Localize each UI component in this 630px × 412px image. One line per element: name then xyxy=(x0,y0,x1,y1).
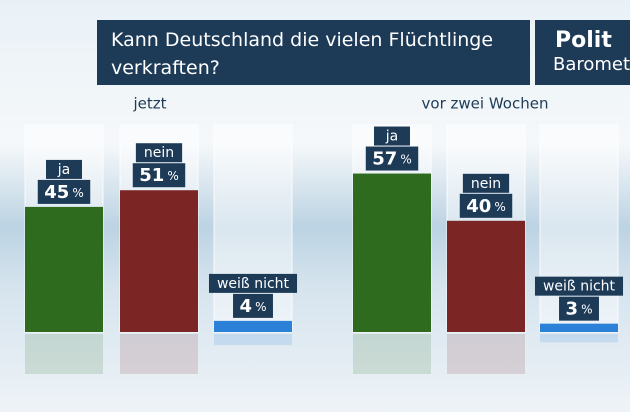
value-number: 45 xyxy=(44,182,69,203)
value-number: 57 xyxy=(372,149,397,170)
value-box xyxy=(37,179,91,204)
value-box xyxy=(559,296,599,321)
bar xyxy=(214,320,292,332)
group-label: jetzt xyxy=(132,95,166,113)
category-label: weiß nicht xyxy=(543,279,616,295)
category-box xyxy=(208,273,298,293)
category-box xyxy=(374,126,410,146)
bar xyxy=(540,323,618,332)
value-label: 57% xyxy=(372,149,411,170)
value-label: 3% xyxy=(566,299,593,320)
value-unit: % xyxy=(494,199,505,213)
bar-reflection xyxy=(540,334,618,343)
logo-text: Polit xyxy=(555,28,612,53)
value-number: 51 xyxy=(139,165,164,186)
bar-reflection xyxy=(214,334,292,346)
value-number: 3 xyxy=(566,299,579,320)
logo: Polit Barometer xyxy=(535,20,630,85)
category-box xyxy=(135,143,183,163)
value-label: 4% xyxy=(240,296,267,317)
title-box: Kann Deutschland die vielen Flüchtlinge … xyxy=(97,20,530,85)
value-box xyxy=(365,146,419,171)
value-label: 45% xyxy=(44,182,83,203)
bar-reflection xyxy=(120,334,198,374)
bar xyxy=(447,220,525,332)
category-label: nein xyxy=(471,176,501,192)
value-unit: % xyxy=(255,299,266,313)
bar xyxy=(25,206,103,332)
category-label: nein xyxy=(144,145,174,161)
value-number: 4 xyxy=(240,296,253,317)
category-label: ja xyxy=(57,162,70,178)
category-box xyxy=(462,173,510,193)
bar-reflection xyxy=(447,334,525,374)
value-box xyxy=(233,293,273,318)
value-unit: % xyxy=(72,185,83,199)
bar xyxy=(120,190,198,332)
value-label: 51% xyxy=(139,165,178,186)
value-box xyxy=(459,193,513,218)
bar-reflection xyxy=(25,334,103,374)
value-unit: % xyxy=(581,302,592,316)
value-label: 40% xyxy=(466,196,505,217)
bar xyxy=(353,173,431,332)
value-unit: % xyxy=(400,152,411,166)
value-unit: % xyxy=(167,169,178,183)
category-label: ja xyxy=(385,129,398,145)
value-number: 40 xyxy=(466,196,491,217)
chart-title: Kann Deutschland die vielen Flüchtlinge … xyxy=(111,29,494,79)
logo-text: Barometer xyxy=(553,54,630,75)
category-box xyxy=(534,276,624,296)
bar-reflection xyxy=(353,334,431,374)
category-box xyxy=(46,159,82,179)
value-box xyxy=(132,163,186,188)
category-label: weiß nicht xyxy=(217,276,290,292)
group-label: vor zwei Wochen xyxy=(422,95,549,113)
